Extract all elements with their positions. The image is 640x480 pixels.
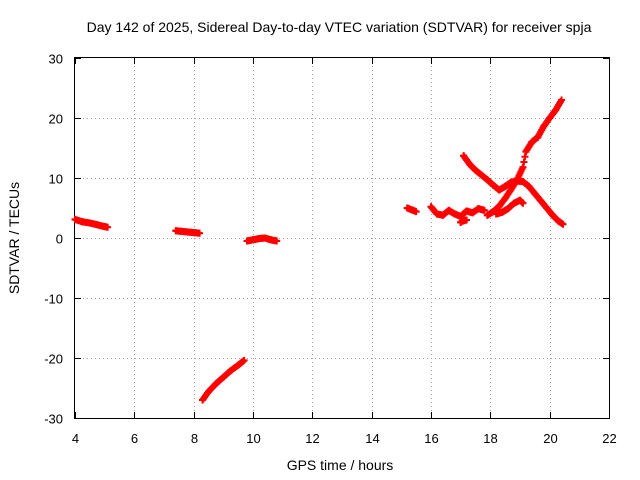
data-point — [519, 199, 527, 207]
y-tick-label: -20 — [44, 352, 63, 367]
plot-frame — [74, 57, 610, 419]
series-arc-5 — [403, 204, 420, 216]
data-point — [240, 356, 248, 364]
x-tick-label: 14 — [365, 431, 379, 446]
series-arc-9 — [483, 96, 566, 219]
series-arc-1 — [71, 215, 112, 231]
series-arc-2 — [172, 227, 204, 237]
data-point — [273, 237, 281, 245]
y-tick-label: 20 — [49, 112, 63, 127]
data-point — [463, 216, 471, 224]
x-axis-label: GPS time / hours — [287, 457, 394, 473]
x-tick-label: 16 — [424, 431, 438, 446]
data-point — [559, 220, 567, 228]
data-point — [480, 206, 488, 214]
series-arc-10 — [492, 196, 527, 218]
x-tick-label: 8 — [191, 431, 198, 446]
y-tick-label: 10 — [49, 172, 63, 187]
axis-ticks: 4 6 8 10 12 14 16 18 20 22 -30 -20 -10 0 10 20 30 — [44, 52, 617, 447]
x-tick-label: 20 — [543, 431, 557, 446]
series-arc-4 — [243, 234, 281, 245]
series-arc-8 — [460, 152, 567, 228]
x-tick-label: 12 — [305, 431, 319, 446]
series-arc-3 — [199, 356, 248, 404]
data-point — [412, 208, 420, 216]
y-tick-label: -30 — [44, 412, 63, 427]
data-points — [71, 96, 567, 404]
y-tick-label: 0 — [56, 232, 63, 247]
x-tick-label: 10 — [246, 431, 260, 446]
data-point — [558, 96, 566, 104]
grid — [75, 58, 609, 418]
series-arc-6 — [427, 203, 488, 220]
x-tick-label: 6 — [131, 431, 138, 446]
chart-title: Day 142 of 2025, Sidereal Day-to-day VTE… — [87, 19, 592, 35]
y-tick-label: 30 — [49, 52, 63, 67]
y-tick-label: -10 — [44, 292, 63, 307]
data-point — [196, 229, 204, 237]
x-tick-label: 4 — [72, 431, 79, 446]
y-axis-label: SDTVAR / TECUs — [6, 182, 22, 294]
x-tick-label: 18 — [483, 431, 497, 446]
series-arc-7 — [457, 216, 471, 226]
data-point — [104, 223, 112, 231]
x-tick-label: 22 — [602, 431, 616, 446]
